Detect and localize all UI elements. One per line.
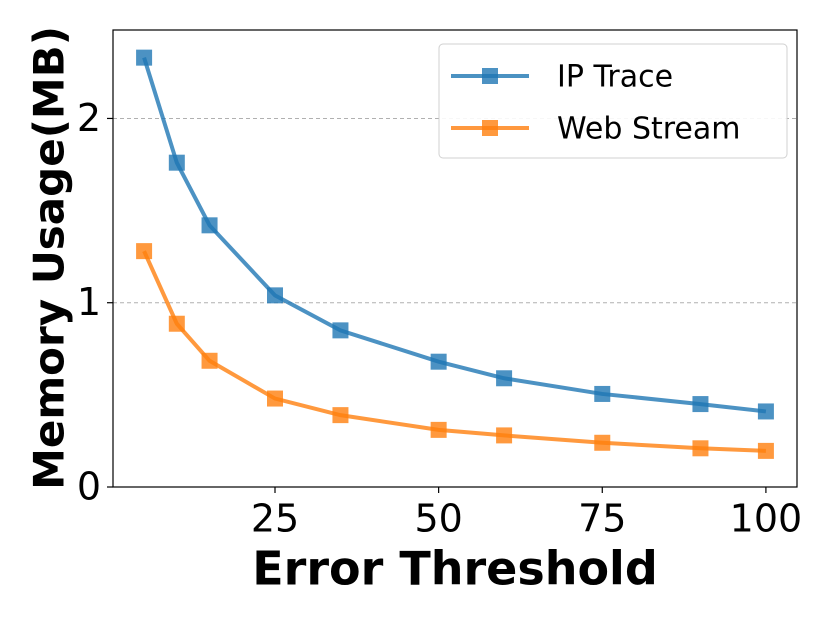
marker xyxy=(757,403,774,420)
marker xyxy=(201,217,218,234)
series-line xyxy=(142,250,766,453)
marker xyxy=(430,353,447,370)
marker xyxy=(332,407,349,424)
marker xyxy=(757,442,774,459)
x-tick-label: 100 xyxy=(730,497,803,541)
marker xyxy=(594,385,611,402)
marker xyxy=(136,243,153,260)
marker xyxy=(496,427,513,444)
marker xyxy=(496,370,513,387)
x-tick-label: 25 xyxy=(251,497,299,541)
marker xyxy=(594,434,611,451)
y-tick-label: 2 xyxy=(77,96,101,140)
x-tick-label: 75 xyxy=(578,497,626,541)
marker xyxy=(692,440,709,457)
legend-label: Web Stream xyxy=(557,112,741,147)
marker xyxy=(430,421,447,438)
marker xyxy=(168,315,185,332)
legend-marker xyxy=(482,120,498,136)
marker xyxy=(267,390,283,407)
y-axis-label: Memory Usage(MB) xyxy=(25,26,74,490)
marker xyxy=(201,352,218,369)
legend-marker xyxy=(482,68,498,84)
plot-frame xyxy=(112,29,798,488)
marker xyxy=(332,322,349,339)
y-tick-label: 1 xyxy=(77,280,101,324)
y-tick-label: 0 xyxy=(77,465,101,509)
legend-label: IP Trace xyxy=(557,60,673,95)
marker xyxy=(136,49,153,66)
marker xyxy=(168,154,185,171)
x-tick-label: 50 xyxy=(414,497,462,541)
series-line xyxy=(142,57,767,414)
x-axis-label: Error Threshold xyxy=(252,542,658,596)
marker xyxy=(267,287,283,304)
marker xyxy=(692,396,709,413)
